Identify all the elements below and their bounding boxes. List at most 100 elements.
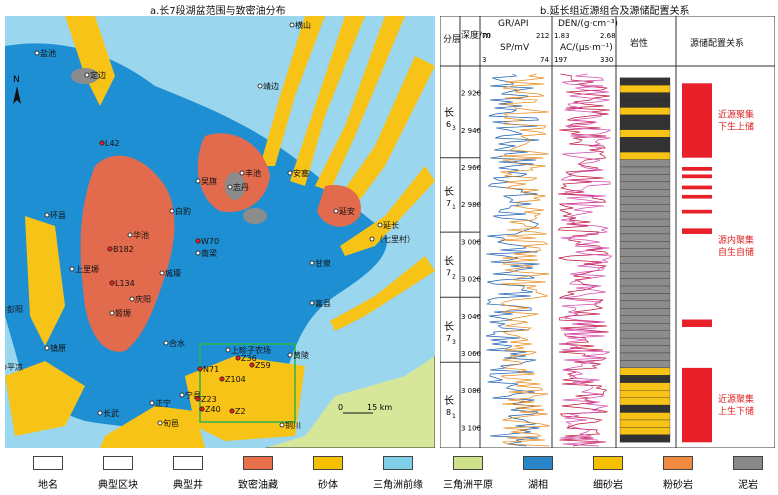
lith-bed: [619, 241, 671, 249]
legend-label: 粉砂岩: [663, 480, 693, 491]
strata-label: 长: [444, 256, 454, 268]
well-marker: [235, 355, 241, 361]
legend-swatch: [33, 456, 63, 470]
well-marker: [107, 246, 113, 252]
header-den: DEN/(g·cm⁻³): [558, 19, 618, 29]
lith-bed: [619, 159, 671, 168]
lith-bed: [619, 278, 671, 287]
source-bar: [682, 209, 712, 214]
strata-sub2: 2: [452, 274, 456, 281]
strata-sub2: 1: [452, 204, 456, 211]
legend-item: 泥岩: [718, 456, 778, 491]
place-wuyan: 姬塬: [115, 308, 131, 318]
place-marker: [309, 300, 315, 306]
place-zhidan: 志丹: [233, 182, 249, 192]
header-sp: SP/mV: [500, 43, 530, 53]
lith-bed: [619, 85, 671, 93]
place-zhengning: 正宁: [155, 398, 171, 408]
depth-label: 2 940: [461, 127, 481, 135]
strata-sub: 8: [446, 408, 451, 417]
svg-text:0: 0: [338, 403, 343, 412]
place-marker: [34, 50, 40, 56]
legend-label: 致密油藏: [238, 480, 278, 491]
lith-bed: [619, 144, 671, 153]
panel-b-title: b.延长组近源组合及源储配置关系: [540, 6, 690, 17]
depth-label: 2 980: [461, 201, 481, 209]
legend-label: 细砂岩: [593, 480, 623, 491]
depth-label: 2 960: [461, 164, 481, 172]
svg-text:197: 197: [554, 56, 567, 64]
header-ac: AC/(μs·m⁻¹): [560, 43, 613, 53]
lith-bed: [619, 248, 671, 257]
legend-label: 典型区块: [98, 480, 138, 491]
lith-bed: [619, 77, 671, 86]
well-l134: L134: [115, 279, 135, 288]
place-baibao: 白豹: [175, 206, 191, 216]
place-huanxian: 环县: [50, 211, 66, 220]
strata-label: 长: [444, 395, 454, 407]
place-marker: [127, 232, 133, 238]
lith-bed: [619, 315, 671, 324]
lith-bed: [619, 360, 671, 369]
header-gr: GR/API: [498, 19, 529, 29]
lith-bed: [619, 382, 671, 391]
well-marker: [249, 362, 255, 368]
den-curve: [557, 73, 610, 447]
place-marker: [239, 170, 245, 176]
legend-label: 典型井: [173, 480, 203, 491]
lith-bed: [619, 427, 671, 435]
place-marker: [195, 178, 201, 184]
legend-label: 湖相: [528, 480, 548, 491]
source-bar: [682, 228, 712, 234]
lith-bed: [619, 345, 671, 354]
place-shangbiziwan: 上畛子农场: [231, 345, 271, 355]
svg-text:3: 3: [482, 56, 486, 64]
place-pingliang: 平凉: [7, 362, 23, 372]
strata-label: 长: [444, 107, 454, 119]
lith-bed: [619, 166, 671, 175]
legend-swatch: [453, 456, 483, 470]
lith-bed: [619, 397, 671, 406]
sp-curve: [500, 73, 550, 447]
place-marker: [227, 184, 233, 190]
depth-label: 3 000: [461, 238, 481, 246]
well-z104: Z104: [225, 375, 246, 384]
well-z36: Z36: [241, 354, 257, 363]
lith-bed: [619, 189, 671, 197]
lith-bed: [619, 218, 671, 227]
source-bar: [682, 367, 712, 443]
scale-bar: 0 15 km: [338, 403, 392, 414]
config-line2: 下生上储: [718, 121, 754, 133]
legend-swatch: [733, 456, 763, 470]
place-marker: [169, 208, 175, 214]
place-marker: [289, 22, 295, 28]
lith-bed: [619, 300, 671, 309]
source-bar: [682, 174, 712, 179]
well-l42: L42: [105, 139, 120, 148]
lith-bed: [619, 367, 671, 376]
lith-bed: [619, 92, 671, 101]
sand-bodies: [5, 16, 435, 448]
place-shangliyuan: 上里塬: [75, 264, 99, 274]
config-line1: 近源聚集: [718, 393, 754, 405]
strata-sub2: 3: [452, 339, 456, 346]
well-b182: B182: [113, 245, 134, 254]
depth-label: 3 080: [461, 387, 481, 395]
config-line1: 近源聚集: [718, 109, 754, 121]
place-marker: [309, 260, 315, 266]
place-qilicun: （七里村）: [375, 234, 415, 244]
svg-text:74: 74: [540, 56, 549, 64]
place-fuxian: 富县: [315, 298, 331, 308]
place-marker: [149, 400, 155, 406]
lith-bed: [619, 352, 671, 361]
place-ansai: 安塞: [293, 168, 309, 178]
source-bar: [682, 185, 712, 190]
lith-bed: [619, 196, 671, 205]
place-jingbian: 靖边: [263, 81, 279, 91]
legend-label: 砂体: [318, 480, 338, 491]
panel-a-title: a.长7段湖盆范围与致密油分布: [150, 6, 286, 17]
strata-label: 长: [444, 321, 454, 333]
lith-bed: [619, 293, 671, 302]
header-strata: 分层: [443, 34, 461, 45]
